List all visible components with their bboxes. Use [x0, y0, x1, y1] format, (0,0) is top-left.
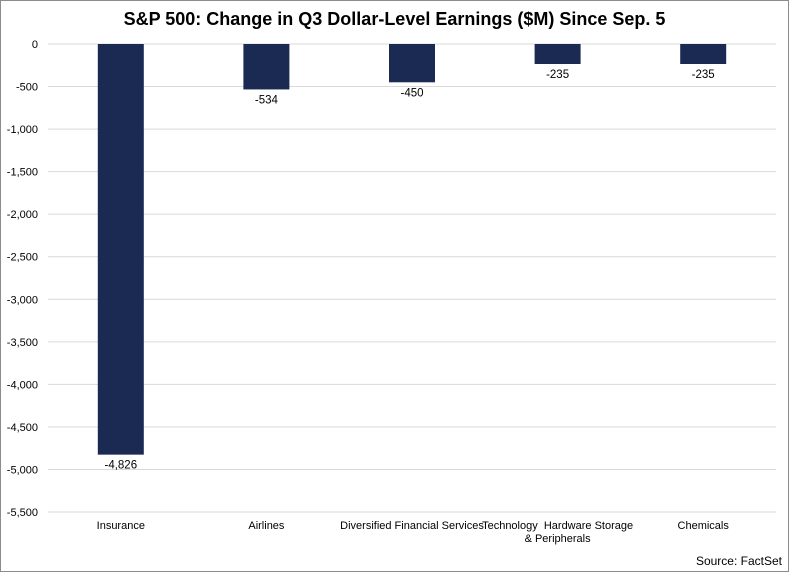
y-tick-label: -5,500: [7, 507, 38, 519]
category-label: & Peripherals: [525, 533, 592, 545]
bar: [97, 44, 144, 455]
y-tick-label: -1,500: [7, 167, 38, 179]
source-note: Source: FactSet: [695, 554, 782, 568]
y-tick-label: -1,000: [7, 124, 38, 136]
y-tick-label: -3,000: [7, 294, 38, 306]
category-label: Insurance: [97, 520, 145, 532]
category-label: Technology Hardware Storage: [482, 520, 633, 532]
data-label: -235: [692, 69, 715, 81]
data-label: -235: [546, 69, 569, 81]
category-label: Airlines: [248, 520, 285, 532]
bar: [534, 44, 581, 64]
bar: [243, 44, 290, 90]
chart-title: S&P 500: Change in Q3 Dollar-Level Earni…: [123, 9, 666, 29]
y-tick-label: -500: [16, 82, 38, 94]
data-label: -534: [255, 94, 279, 106]
y-tick-label: -2,500: [7, 252, 38, 264]
data-label: -450: [400, 87, 423, 99]
y-tick-label: -4,500: [7, 422, 38, 434]
category-label: Diversified Financial Services: [340, 520, 484, 532]
bar: [389, 44, 435, 83]
category-label: Chemicals: [678, 520, 730, 532]
y-tick-label: -2,000: [7, 209, 38, 221]
y-tick-label: -4,000: [7, 379, 38, 391]
y-tick-label: -3,500: [7, 337, 38, 349]
bar: [680, 44, 727, 64]
y-tick-label: 0: [32, 39, 38, 51]
y-tick-label: -5,000: [7, 464, 38, 476]
data-label: -4,826: [104, 460, 137, 472]
